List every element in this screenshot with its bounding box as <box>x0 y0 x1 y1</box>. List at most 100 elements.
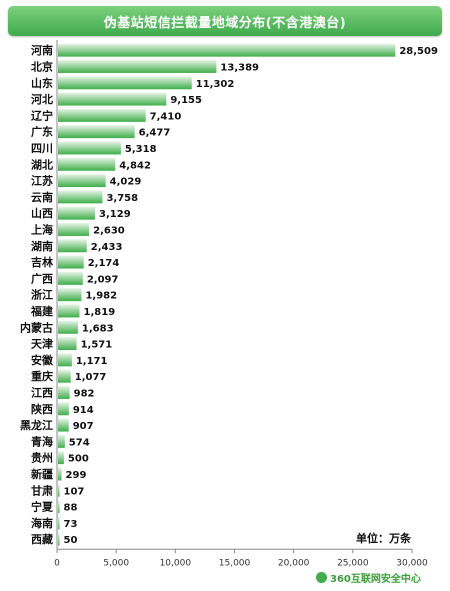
value-label: 5,318 <box>125 144 157 155</box>
category-label: 河南 <box>31 43 53 57</box>
value-label: 107 <box>64 486 85 497</box>
category-label: 山东 <box>31 76 53 90</box>
bar <box>58 76 192 90</box>
x-tick-label: 20,000 <box>278 558 310 568</box>
category-label: 青海 <box>31 434 53 448</box>
category-label: 陕西 <box>31 402 53 416</box>
category-label: 甘肃 <box>31 483 53 497</box>
brand-logo-icon <box>316 572 327 583</box>
category-label: 湖北 <box>31 157 53 171</box>
bar <box>58 174 106 188</box>
bar <box>58 337 77 351</box>
value-label: 11,302 <box>196 79 235 90</box>
value-label: 914 <box>73 405 94 416</box>
category-label: 四川 <box>31 142 53 155</box>
category-label: 上海 <box>31 222 53 236</box>
bar <box>58 239 87 253</box>
category-label: 安徽 <box>31 353 54 367</box>
value-label: 1,982 <box>85 291 117 302</box>
category-label: 宁夏 <box>31 500 54 514</box>
value-label: 907 <box>73 421 94 432</box>
bar <box>58 255 84 269</box>
value-label: 1,171 <box>76 356 108 367</box>
bar <box>58 141 121 155</box>
x-tick-label: 0 <box>54 558 60 568</box>
bar <box>58 483 60 497</box>
bar <box>58 385 70 399</box>
category-label: 新疆 <box>31 467 53 481</box>
value-label: 1,819 <box>84 307 116 318</box>
value-label: 9,155 <box>170 95 202 106</box>
value-label: 7,410 <box>150 111 182 122</box>
bar <box>58 206 96 220</box>
category-label: 江西 <box>31 385 53 399</box>
bar <box>58 516 60 530</box>
value-label: 574 <box>69 437 90 448</box>
category-label: 江苏 <box>31 174 53 188</box>
category-label: 湖南 <box>31 239 53 253</box>
value-label: 73 <box>64 519 78 530</box>
bar <box>58 369 71 383</box>
value-label: 6,477 <box>139 128 171 139</box>
value-label: 1,683 <box>82 323 114 334</box>
category-label: 黑龙江 <box>20 418 53 432</box>
value-label: 4,842 <box>119 160 151 171</box>
bar <box>58 304 80 318</box>
value-label: 4,029 <box>110 177 142 188</box>
value-label: 2,097 <box>87 274 119 285</box>
category-label: 广东 <box>31 125 53 139</box>
category-label: 重庆 <box>31 369 53 383</box>
category-label: 西藏 <box>31 532 53 546</box>
unit-label: 单位：万条 <box>356 532 411 545</box>
category-label: 内蒙古 <box>20 320 53 334</box>
value-label: 28,509 <box>399 46 438 57</box>
bar <box>58 92 167 106</box>
x-tick-label: 30,000 <box>396 558 428 568</box>
category-label: 浙江 <box>31 288 53 302</box>
value-label: 982 <box>74 388 95 399</box>
category-label: 辽宁 <box>31 108 53 122</box>
value-label: 1,571 <box>81 340 113 351</box>
category-label: 天津 <box>31 337 53 351</box>
category-label: 福建 <box>30 304 54 318</box>
value-label: 1,077 <box>75 372 107 383</box>
category-label: 广西 <box>31 271 53 285</box>
x-tick-label: 10,000 <box>160 558 192 568</box>
category-label: 山西 <box>31 206 53 220</box>
x-tick-label: 15,000 <box>219 558 251 568</box>
category-label: 云南 <box>31 190 53 204</box>
category-label: 贵州 <box>31 451 53 465</box>
brand-text: 360互联网安全中心 <box>330 574 421 585</box>
x-tick-label: 5,000 <box>103 558 129 568</box>
category-label: 吉林 <box>31 255 53 269</box>
bar <box>58 532 60 546</box>
bar <box>58 402 69 416</box>
category-label: 北京 <box>31 59 53 73</box>
bar <box>58 434 65 448</box>
bar <box>58 157 116 171</box>
bar <box>58 353 72 367</box>
bar <box>58 190 103 204</box>
bar <box>58 125 135 139</box>
value-label: 299 <box>66 470 87 481</box>
value-label: 2,174 <box>88 258 120 269</box>
bar <box>58 451 64 465</box>
value-label: 50 <box>64 535 78 546</box>
bar <box>58 222 90 236</box>
bar <box>58 418 69 432</box>
value-label: 13,389 <box>220 62 259 73</box>
brand-watermark: 360互联网安全中心 <box>316 570 421 585</box>
bar <box>58 271 83 285</box>
plot-area: 河南 28,509 北京 13,389 山东 11,302 河北 9,155 辽宁 7,410 广东… <box>20 40 438 568</box>
value-label: 2,630 <box>93 225 125 236</box>
value-label: 2,433 <box>91 242 123 253</box>
value-label: 3,758 <box>106 193 138 204</box>
category-label: 海南 <box>31 516 53 530</box>
bar <box>58 500 60 514</box>
x-tick-label: 25,000 <box>337 558 369 568</box>
bar <box>58 320 78 334</box>
bar <box>58 108 146 122</box>
value-label: 3,129 <box>99 209 131 220</box>
value-label: 500 <box>68 454 89 465</box>
